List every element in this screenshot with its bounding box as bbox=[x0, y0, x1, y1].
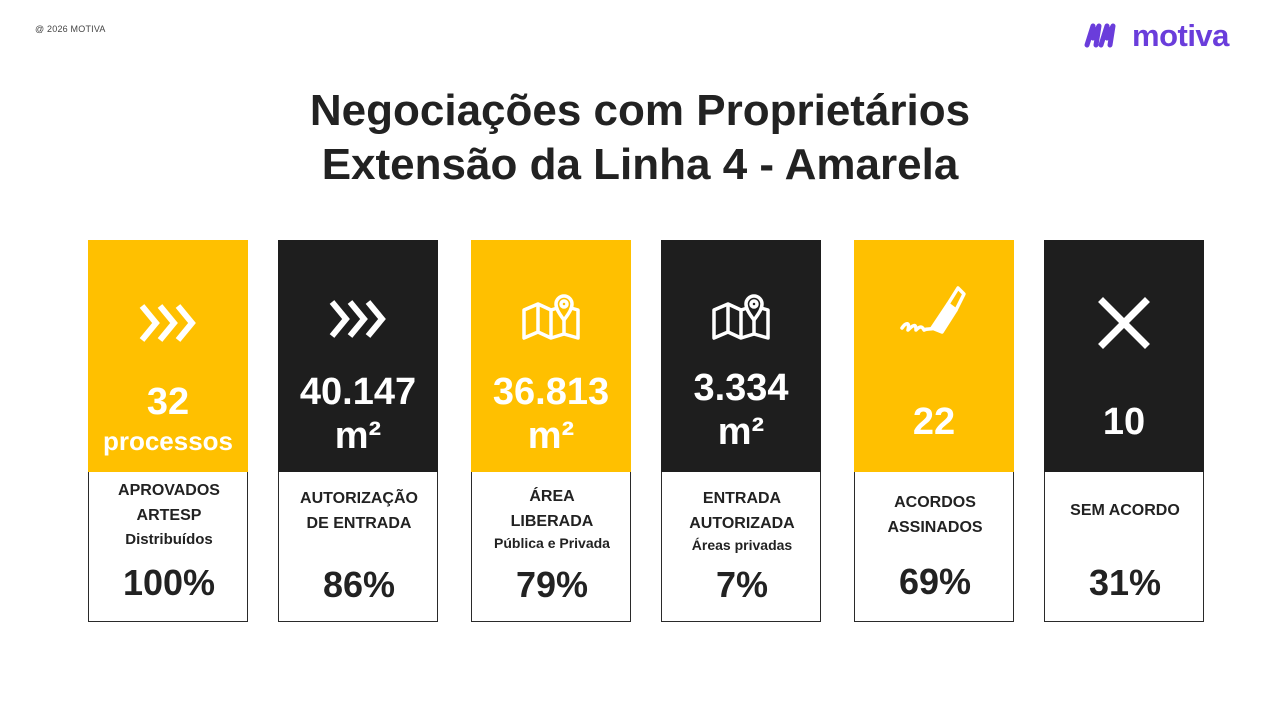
card-label: ENTRADA AUTORIZADA Áreas privadas bbox=[662, 486, 822, 554]
card-value: 40.147 m² bbox=[278, 370, 438, 458]
brand-logo: motiva bbox=[1082, 18, 1229, 52]
card-header-panel: 32 processos bbox=[88, 240, 248, 472]
signature-pen-icon bbox=[854, 284, 1014, 344]
card-header-panel: 36.813 m² bbox=[471, 240, 631, 472]
card-unit: m² bbox=[527, 415, 575, 457]
card-value: 36.813 m² bbox=[471, 370, 631, 458]
stat-card-no-agreement: 10 SEM ACORDO 31% bbox=[1044, 240, 1204, 622]
stat-card-approved: 32 processos APROVADOS ARTESP Distribuíd… bbox=[88, 240, 248, 622]
close-x-icon bbox=[1044, 296, 1204, 350]
card-value: 10 bbox=[1102, 401, 1146, 443]
map-pin-icon bbox=[661, 292, 821, 342]
title-line-1: Negociações com Proprietários bbox=[309, 86, 971, 135]
card-label: SEM ACORDO bbox=[1070, 502, 1180, 519]
chevrons-right-icon bbox=[278, 298, 438, 340]
card-percent: 79% bbox=[515, 564, 589, 605]
card-label: APROVADOS ARTESP Distribuídos bbox=[89, 478, 249, 552]
card-percent: 69% bbox=[898, 561, 972, 602]
stat-card-entry-authorization: 40.147 m² AUTORIZAÇÃO DE ENTRADA 86% bbox=[278, 240, 438, 622]
copyright: @ 2026 MOTIVA bbox=[35, 24, 106, 34]
card-sublabel: Áreas privadas bbox=[691, 537, 793, 553]
map-pin-icon bbox=[471, 292, 631, 342]
card-label: ÁREA LIBERADA Pública e Privada bbox=[472, 484, 632, 552]
card-unit: m² bbox=[717, 411, 765, 453]
stat-card-area-released: 36.813 m² ÁREA LIBERADA Pública e Privad… bbox=[471, 240, 631, 622]
title-line-2: Extensão da Linha 4 - Amarela bbox=[321, 140, 959, 189]
card-value: 3.334 m² bbox=[661, 366, 821, 454]
card-label: AUTORIZAÇÃO DE ENTRADA bbox=[300, 490, 418, 532]
card-sublabel: Pública e Privada bbox=[494, 535, 610, 551]
card-percent: 86% bbox=[322, 564, 396, 605]
card-percent: 7% bbox=[715, 564, 769, 605]
card-percent: 31% bbox=[1088, 562, 1162, 603]
card-header-panel: 3.334 m² bbox=[661, 240, 821, 472]
card-unit: processos bbox=[102, 426, 234, 456]
card-unit: m² bbox=[334, 415, 382, 457]
motiva-mark-icon bbox=[1084, 23, 1116, 48]
card-value: 32 processos bbox=[88, 380, 248, 458]
chevrons-right-icon bbox=[88, 302, 248, 344]
card-header-panel: 40.147 m² bbox=[278, 240, 438, 472]
card-percent: 100% bbox=[122, 562, 216, 603]
card-label: ACORDOS ASSINADOS bbox=[887, 494, 983, 536]
stat-card-agreements-signed: 22 ACORDOS ASSINADOS 69% bbox=[854, 240, 1014, 622]
page-title: Negociações com Proprietários Extensão d… bbox=[0, 84, 1280, 192]
card-header-panel: 10 bbox=[1044, 240, 1204, 472]
stat-card-entry-authorized: 3.334 m² ENTRADA AUTORIZADA Áreas privad… bbox=[661, 240, 821, 622]
card-sublabel: Distribuídos bbox=[125, 531, 213, 548]
card-value: 22 bbox=[912, 401, 956, 443]
card-header-panel: 22 bbox=[854, 240, 1014, 472]
logo-text: motiva bbox=[1132, 17, 1229, 53]
